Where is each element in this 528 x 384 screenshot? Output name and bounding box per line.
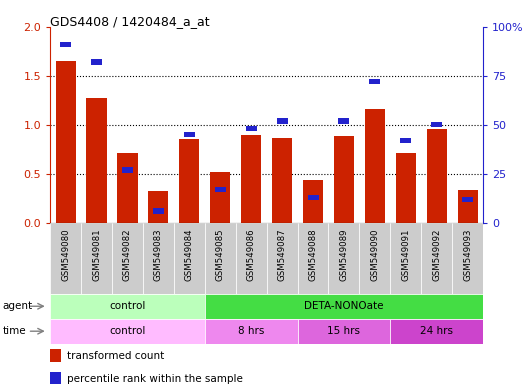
- Bar: [360, 223, 390, 294]
- Text: control: control: [109, 301, 146, 311]
- Text: agent: agent: [3, 301, 33, 311]
- Bar: [91, 60, 102, 65]
- Bar: [81, 223, 112, 294]
- Text: transformed count: transformed count: [68, 351, 165, 361]
- Text: percentile rank within the sample: percentile rank within the sample: [68, 374, 243, 384]
- Bar: [122, 167, 133, 172]
- Text: GSM549083: GSM549083: [154, 228, 163, 281]
- Text: GSM549093: GSM549093: [463, 228, 472, 281]
- Bar: [210, 172, 230, 223]
- Bar: [307, 195, 318, 200]
- Bar: [235, 223, 267, 294]
- Bar: [462, 197, 473, 202]
- Text: GSM549091: GSM549091: [401, 228, 410, 281]
- Text: DETA-NONOate: DETA-NONOate: [304, 301, 384, 311]
- Bar: [174, 223, 205, 294]
- Bar: [50, 223, 81, 294]
- Text: GSM549084: GSM549084: [185, 228, 194, 281]
- Text: GDS4408 / 1420484_a_at: GDS4408 / 1420484_a_at: [50, 15, 210, 28]
- Bar: [184, 132, 195, 137]
- Bar: [50, 372, 61, 384]
- Text: time: time: [3, 326, 26, 336]
- Bar: [427, 129, 447, 223]
- Text: GSM549086: GSM549086: [247, 228, 256, 281]
- Bar: [277, 118, 288, 124]
- Bar: [50, 319, 205, 344]
- Bar: [153, 208, 164, 214]
- Bar: [298, 223, 328, 294]
- Text: GSM549089: GSM549089: [340, 228, 348, 281]
- Bar: [50, 294, 205, 319]
- Bar: [112, 223, 143, 294]
- Text: 8 hrs: 8 hrs: [238, 326, 265, 336]
- Text: control: control: [109, 326, 146, 336]
- Bar: [400, 138, 411, 143]
- Bar: [431, 122, 442, 127]
- Text: GSM549088: GSM549088: [308, 228, 317, 281]
- Bar: [338, 118, 350, 124]
- Bar: [390, 319, 483, 344]
- Text: GSM549090: GSM549090: [370, 228, 380, 281]
- Text: GSM549082: GSM549082: [123, 228, 132, 281]
- Bar: [143, 223, 174, 294]
- Bar: [272, 137, 292, 223]
- Bar: [117, 153, 137, 223]
- Bar: [60, 42, 71, 47]
- Bar: [205, 319, 298, 344]
- Bar: [50, 349, 61, 362]
- Bar: [303, 180, 323, 223]
- Bar: [55, 61, 76, 223]
- Bar: [180, 139, 200, 223]
- Text: GSM549085: GSM549085: [216, 228, 225, 281]
- Bar: [452, 223, 483, 294]
- Bar: [390, 223, 421, 294]
- Bar: [267, 223, 298, 294]
- Bar: [421, 223, 452, 294]
- Bar: [205, 294, 483, 319]
- Text: 15 hrs: 15 hrs: [327, 326, 361, 336]
- Bar: [241, 135, 261, 223]
- Bar: [334, 136, 354, 223]
- Text: GSM549087: GSM549087: [278, 228, 287, 281]
- Bar: [396, 153, 416, 223]
- Bar: [370, 79, 380, 84]
- Text: 24 hrs: 24 hrs: [420, 326, 453, 336]
- Text: GSM549080: GSM549080: [61, 228, 70, 281]
- Bar: [328, 223, 360, 294]
- Bar: [246, 126, 257, 131]
- Text: GSM549092: GSM549092: [432, 228, 441, 281]
- Bar: [87, 98, 107, 223]
- Text: GSM549081: GSM549081: [92, 228, 101, 281]
- Bar: [215, 187, 226, 192]
- Bar: [298, 319, 390, 344]
- Bar: [365, 109, 385, 223]
- Bar: [458, 190, 478, 223]
- Bar: [148, 191, 168, 223]
- Bar: [205, 223, 235, 294]
